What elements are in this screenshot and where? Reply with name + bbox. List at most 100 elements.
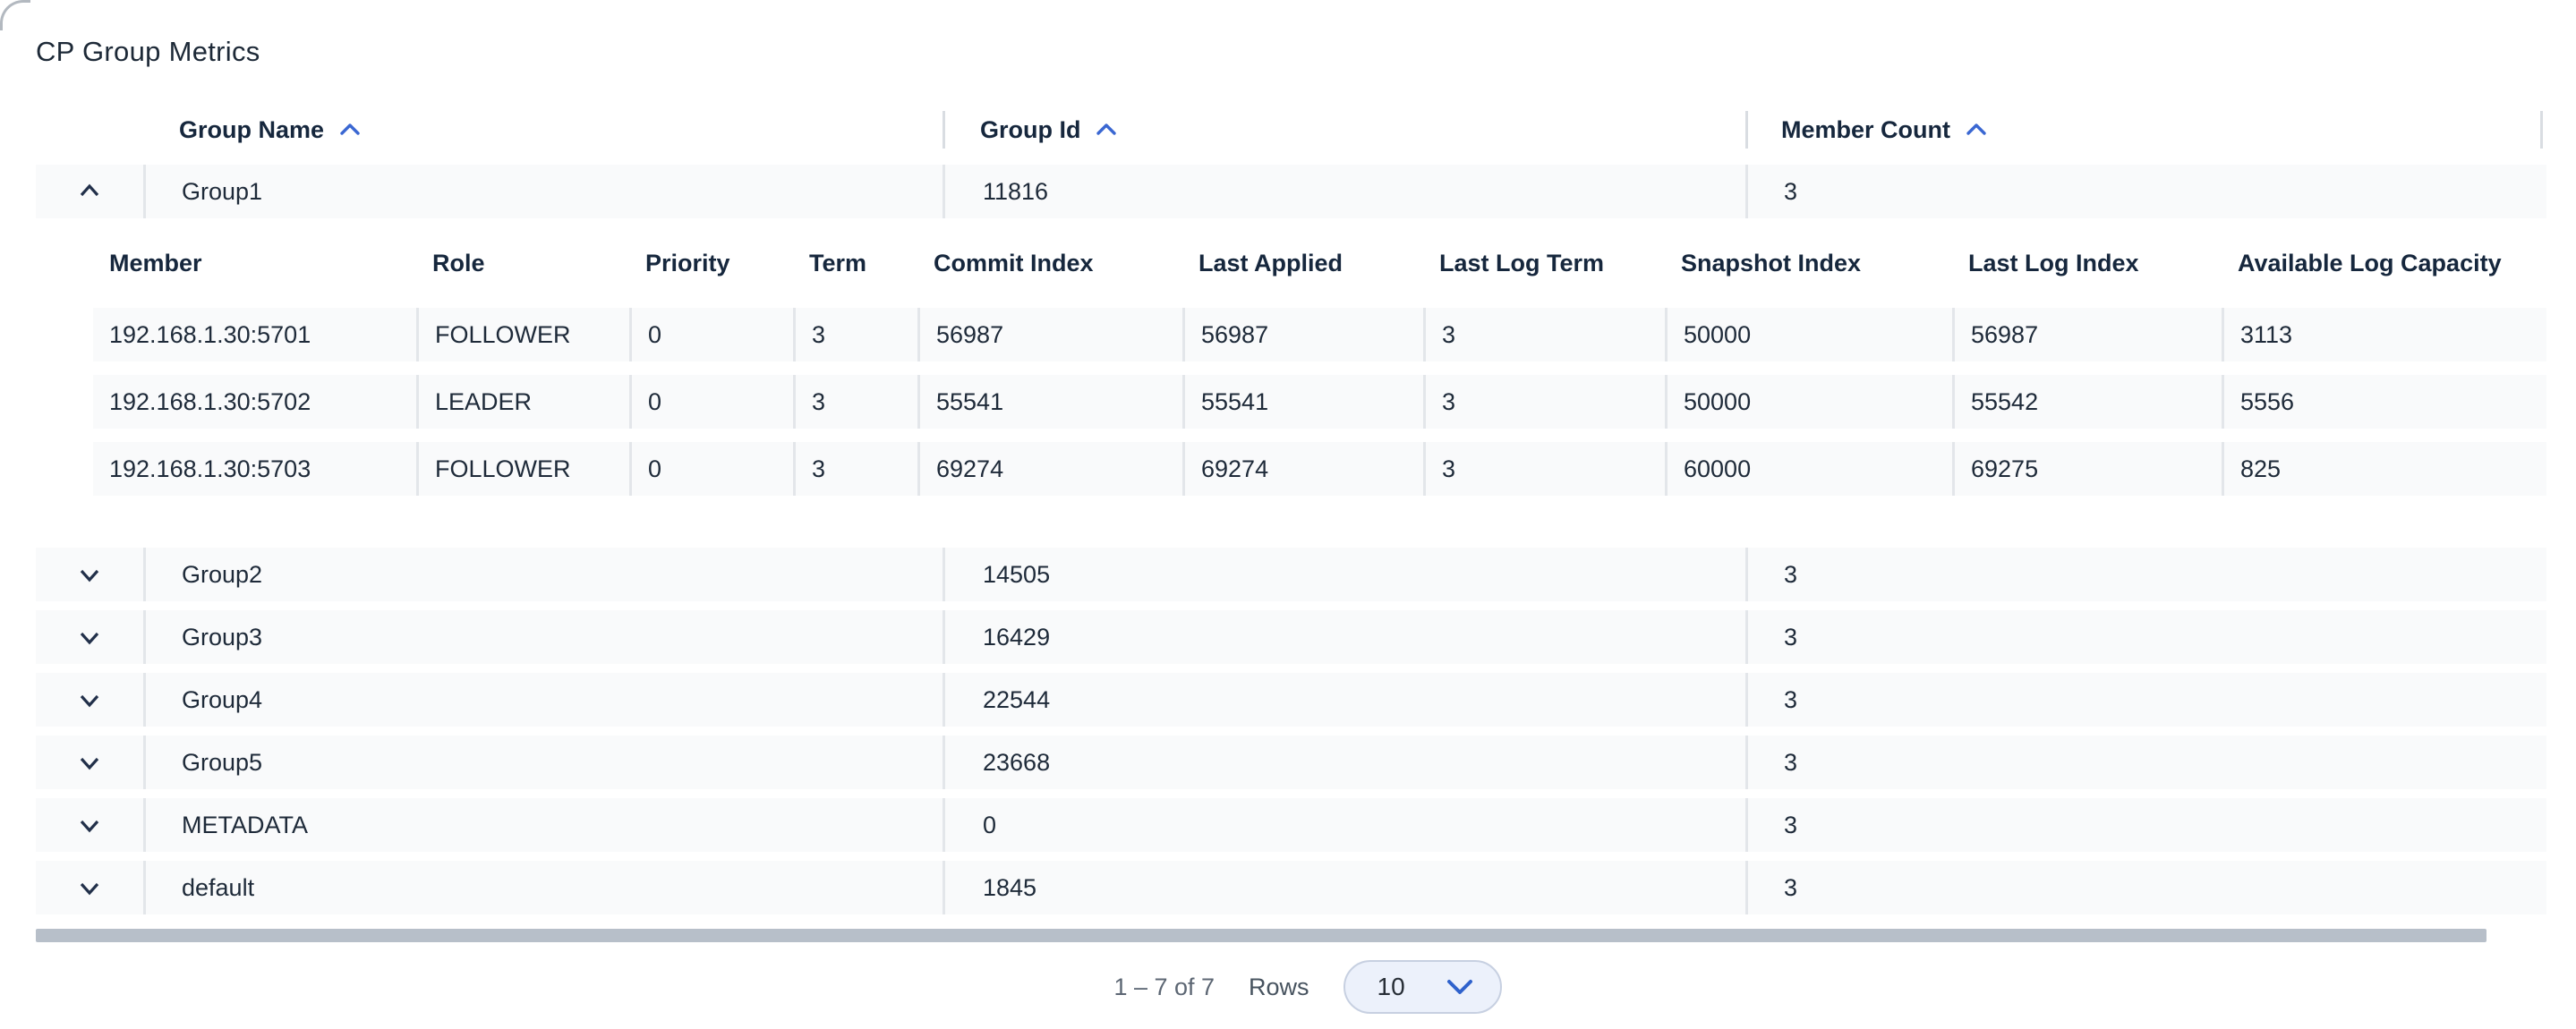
member-cell: 192.168.1.30:5703 [109,455,311,482]
detail-column-header: Role [432,249,485,276]
row-expand-button[interactable] [61,673,118,727]
member-count-cell: 3 [1745,165,2546,218]
table-row-group5: Group5 23668 3 [36,736,2546,789]
column-header-group-id[interactable]: Group Id [943,116,1745,144]
group-id-cell: 23668 [943,736,1745,789]
pagination-range-text: 1 – 7 of 7 [1113,973,1215,1000]
column-header-label: Group Name [179,115,325,143]
last-log-term-cell: 3 [1423,442,1665,496]
group-name-cell: Group4 [143,673,943,727]
member-row: 192.168.1.30:5703 FOLLOWER 0 3 69274 692… [93,442,2546,496]
row-expand-button[interactable] [61,798,118,852]
column-header-group-name[interactable]: Group Name [143,116,943,144]
chevron-down-icon [1445,976,1475,998]
cp-group-metrics-table: Group Name Group Id Member Count [36,109,2546,923]
group-id-cell: 0 [943,798,1745,852]
snapshot-index-cell: 60000 [1665,442,1952,496]
member-cell: 192.168.1.30:5702 [109,387,311,415]
detail-column-header: Last Log Index [1968,249,2139,276]
role-cell: FOLLOWER [416,308,629,361]
role-cell: FOLLOWER [416,442,629,496]
member-count-cell: 3 [1745,798,2546,852]
detail-column-header: Last Applied [1198,249,1343,276]
last-log-term-cell: 3 [1423,375,1665,429]
chevron-down-icon [80,632,99,645]
detail-column-header: Priority [645,249,730,276]
column-header-label: Member Count [1781,115,1950,143]
detail-column-header: Available Log Capacity [2238,249,2502,276]
group-name-cell: METADATA [143,798,943,852]
term-cell: 3 [793,442,917,496]
member-row: 192.168.1.30:5701 FOLLOWER 0 3 56987 569… [93,308,2546,361]
row-expand-button[interactable] [61,548,118,601]
group-id-cell: 1845 [943,861,1745,914]
chevron-down-icon [80,757,99,770]
pagination-bar: 1 – 7 of 7 Rows 10 [20,959,2576,1015]
chevron-down-icon [80,882,99,896]
horizontal-scrollbar[interactable] [36,929,2486,942]
row-expand-button[interactable] [61,861,118,914]
last-log-index-cell: 69275 [1952,442,2222,496]
available-log-capacity-cell: 825 [2222,442,2546,496]
last-applied-cell: 56987 [1182,308,1423,361]
rows-per-page-value: 10 [1377,973,1405,1000]
chevron-down-icon [80,569,99,583]
group-id-cell: 14505 [943,548,1745,601]
group1-members-detail-table: Member Role Priority Term Commit Index L… [36,218,2546,548]
group-name-cell: Group2 [143,548,943,601]
table-row-group1: Group1 11816 3 [36,165,2546,218]
detail-column-header: Last Log Term [1439,249,1605,276]
group-name-cell: Group5 [143,736,943,789]
table-header-row: Group Name Group Id Member Count [36,109,2546,150]
row-expand-button[interactable] [61,736,118,789]
available-log-capacity-cell: 3113 [2222,308,2546,361]
member-count-cell: 3 [1745,736,2546,789]
group-id-cell: 16429 [943,610,1745,664]
group-name-cell: Group3 [143,610,943,664]
last-log-index-cell: 55542 [1952,375,2222,429]
priority-cell: 0 [629,375,793,429]
detail-column-header: Snapshot Index [1681,249,1862,276]
last-log-index-cell: 56987 [1952,308,2222,361]
last-applied-cell: 69274 [1182,442,1423,496]
table-row-default: default 1845 3 [36,861,2546,914]
commit-index-cell: 56987 [917,308,1182,361]
rows-per-page-select[interactable]: 10 [1343,960,1502,1014]
column-header-label: Group Id [980,115,1081,143]
member-row: 192.168.1.30:5702 LEADER 0 3 55541 55541… [93,375,2546,429]
priority-cell: 0 [629,308,793,361]
sort-ascending-chevron-up-icon [1965,121,1988,139]
member-count-cell: 3 [1745,673,2546,727]
header-divider [2540,111,2543,149]
detail-header-row: Member Role Priority Term Commit Index L… [93,243,2546,283]
snapshot-index-cell: 50000 [1665,308,1952,361]
snapshot-index-cell: 50000 [1665,375,1952,429]
member-count-cell: 3 [1745,861,2546,914]
header-divider [1745,111,1748,149]
group-name-cell: default [143,861,943,914]
priority-cell: 0 [629,442,793,496]
page-title: CP Group Metrics [36,36,260,67]
sort-ascending-chevron-up-icon [1095,121,1118,139]
table-row-group3: Group3 16429 3 [36,610,2546,664]
rows-per-page-label: Rows [1249,973,1309,1000]
detail-column-header: Member [109,249,202,276]
last-log-term-cell: 3 [1423,308,1665,361]
table-row-group2: Group2 14505 3 [36,548,2546,601]
chevron-down-icon [80,694,99,708]
column-header-member-count[interactable]: Member Count [1745,116,2546,144]
row-expand-button[interactable] [61,610,118,664]
chevron-up-icon [80,183,99,197]
term-cell: 3 [793,308,917,361]
detail-column-header: Term [809,249,867,276]
sort-ascending-chevron-up-icon [338,121,362,139]
detail-column-header: Commit Index [934,249,1094,276]
member-cell: 192.168.1.30:5701 [109,320,311,348]
row-collapse-button[interactable] [61,165,118,218]
header-divider [943,111,945,149]
last-applied-cell: 55541 [1182,375,1423,429]
commit-index-cell: 55541 [917,375,1182,429]
chevron-down-icon [80,820,99,833]
commit-index-cell: 69274 [917,442,1182,496]
window-corner [0,0,30,30]
